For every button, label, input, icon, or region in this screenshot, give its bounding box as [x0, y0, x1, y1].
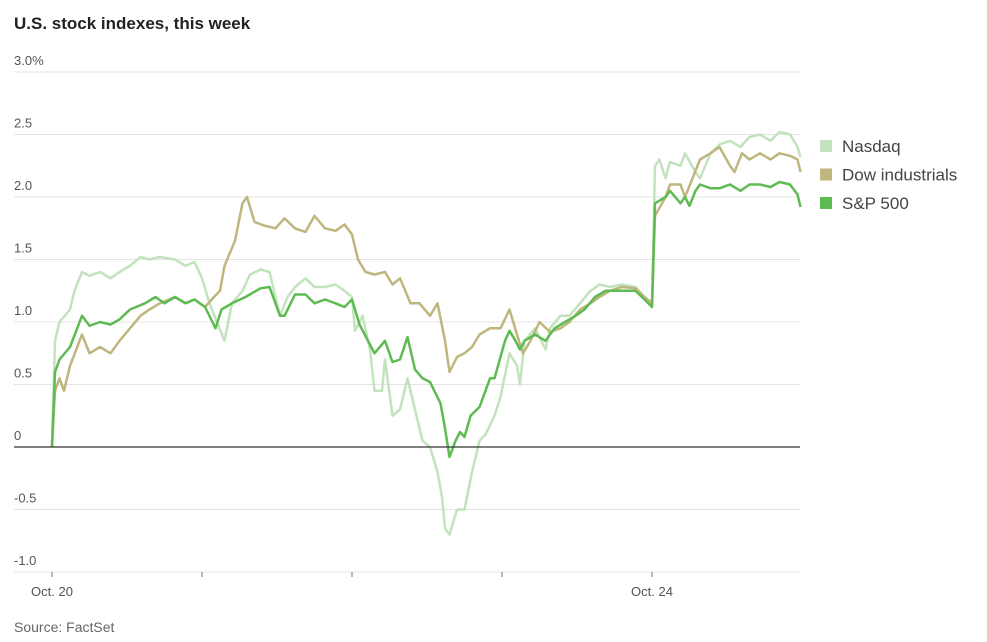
y-tick-label: -0.5 — [14, 491, 36, 506]
y-tick-label: 2.5 — [14, 116, 32, 131]
legend-swatch — [820, 140, 832, 152]
y-tick-label: 1.0 — [14, 303, 32, 318]
y-tick-label: 3.0% — [14, 53, 44, 68]
source-note: Source: FactSet — [14, 619, 114, 635]
y-tick-label: 0.5 — [14, 366, 32, 381]
legend: Nasdaq Dow industrials S&P 500 — [820, 137, 957, 213]
series-line-s-p-500 — [50, 180, 802, 459]
y-tick-label: -1.0 — [14, 553, 36, 568]
y-tick-label: 0 — [14, 428, 21, 443]
series-lines — [14, 130, 802, 536]
legend-swatch — [820, 197, 832, 209]
series-line-nasdaq — [50, 130, 802, 536]
gridlines — [14, 71, 800, 573]
y-tick-label: 2.0 — [14, 178, 32, 193]
x-axis-ticks: Oct. 20 Oct. 24 — [31, 572, 673, 599]
legend-swatch — [820, 168, 832, 181]
y-axis-ticks: 3.0% 2.5 2.0 1.5 1.0 0.5 0 -0.5 -1.0 — [14, 53, 44, 568]
x-tick-label: Oct. 20 — [31, 584, 73, 599]
x-tick-label: Oct. 24 — [631, 584, 673, 599]
legend-label: Nasdaq — [842, 137, 901, 156]
legend-label: S&P 500 — [842, 194, 909, 213]
legend-label: Dow industrials — [842, 166, 957, 185]
chart-title: U.S. stock indexes, this week — [14, 14, 251, 33]
y-tick-label: 1.5 — [14, 241, 32, 256]
series-line-dow-industrials — [50, 145, 802, 448]
